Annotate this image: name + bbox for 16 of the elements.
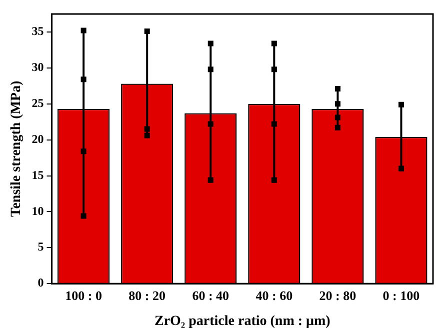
x-axis-title: ZrO₂ particle ratio (nm : μm) (154, 314, 331, 330)
y-tick-label: 5 (38, 240, 44, 254)
x-tick-label: 40 : 60 (256, 288, 293, 303)
x-tick-label: 20 : 80 (319, 288, 356, 303)
y-axis-title: Tensile strength (MPa) (9, 80, 24, 217)
y-tick-label: 35 (32, 24, 44, 38)
y-tick-label: 10 (32, 204, 44, 218)
y-tick-label: 0 (38, 276, 44, 290)
x-tick-label: 80 : 20 (128, 288, 166, 303)
y-tick-label: 15 (32, 168, 44, 182)
x-tick-label: 100 : 0 (65, 288, 102, 303)
y-tick-label: 25 (32, 96, 44, 110)
y-tick-label: 30 (32, 60, 44, 74)
x-tick-label: 60 : 40 (192, 288, 230, 303)
y-tick-label: 20 (32, 132, 44, 146)
x-tick-label: 0 : 100 (382, 288, 420, 303)
